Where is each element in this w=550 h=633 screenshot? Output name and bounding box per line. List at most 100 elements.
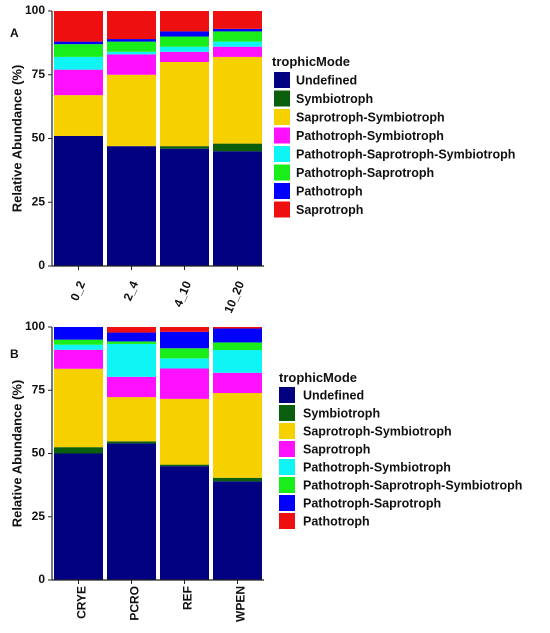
bar-segment-WPEN-pathotroph: [213, 327, 262, 329]
bar-segment-2_4-pathotroph: [107, 39, 156, 42]
legend-swatch-pathotroph-saprotroph: [274, 164, 290, 181]
bar-segment-4_10-pathotroph-symbiotroph: [160, 51, 209, 62]
y-axis-title: Relative Abundance (%): [9, 65, 24, 213]
bar-segment-4_10-saprotroph: [160, 11, 209, 32]
bar-segment-4_10-undefined: [160, 148, 209, 266]
bar-segment-REF-pathotroph-saprotroph: [160, 331, 209, 349]
x-tick-label: 10_20: [221, 279, 247, 315]
y-tick-label: 0: [38, 572, 45, 586]
legend-swatch-saprotroph: [279, 441, 295, 457]
bar-segment-4_10-symbiotroph: [160, 146, 209, 149]
legend-label: Undefined: [303, 388, 364, 402]
bar-segment-WPEN-pathotroph-saprotroph-symbiotroph: [213, 342, 262, 351]
bar-segment-REF-pathotroph-saprotroph-symbiotroph: [160, 348, 209, 359]
bar-segment-PCRO-pathotroph: [107, 327, 156, 333]
bar-segment-4_10-pathotroph-saprotroph: [160, 36, 209, 47]
bar-segment-CRYE-undefined: [54, 453, 103, 580]
bar-segment-REF-symbiotroph: [160, 464, 209, 467]
bar-segment-2_4-pathotroph-saprotroph: [107, 41, 156, 52]
y-tick-label: 0: [38, 258, 45, 272]
legend-label: Pathotroph-Saprotroph-Symbiotroph: [296, 147, 515, 161]
x-tick-label: WPEN: [234, 586, 248, 622]
panel-b: B Relative Abundance (%) CRYE PCRO REF WPEN 0 2…: [9, 319, 522, 622]
legend-swatch-pathotroph-saprotroph-symbiotroph: [274, 146, 290, 162]
y-tick-label: 75: [32, 67, 46, 81]
legend-label: Saprotroph-Symbiotroph: [296, 110, 445, 124]
bar-segment-4_10-pathotroph-saprotroph-symbiotroph: [160, 46, 209, 52]
bar-segment-REF-undefined: [160, 466, 209, 580]
panel-letter: A: [10, 26, 19, 40]
legend-swatch-undefined: [274, 72, 290, 88]
bar-segment-CRYE-pathotroph-saprotroph: [54, 327, 103, 340]
panel-letter: B: [10, 347, 19, 361]
bar-segment-PCRO-saprotroph: [107, 376, 156, 398]
legend-label: Pathotroph: [303, 514, 370, 528]
bar-segment-10_20-pathotroph-saprotroph-symbiotroph: [213, 41, 262, 47]
bar-segment-0_2-pathotroph-saprotroph: [54, 44, 103, 57]
panel-a: A Relative Abundance (%) 0_2 2_4 4_10 10_20 0 2…: [9, 3, 515, 315]
legend-title: trophicMode: [272, 54, 350, 69]
legend-swatch-pathotroph-saprotroph-symbiotroph: [279, 477, 295, 493]
bar-segment-WPEN-undefined: [213, 481, 262, 580]
legend-label: Undefined: [296, 73, 357, 87]
bar-segment-CRYE-symbiotroph: [54, 447, 103, 454]
bar-segment-0_2-saprotroph-symbiotroph: [54, 95, 103, 136]
legend-swatch-undefined: [279, 387, 295, 403]
y-tick-label: 50: [32, 131, 46, 145]
bar-segment-CRYE-saprotroph: [54, 349, 103, 369]
legend-swatch-symbiotroph: [274, 90, 290, 107]
legend-label: Saprotroph: [296, 203, 363, 217]
x-tick-label: CRYE: [75, 586, 89, 619]
y-tick-label: 50: [32, 446, 46, 460]
legend-swatch-symbiotroph: [279, 405, 295, 421]
legend-swatch-saprotroph-symbiotroph: [274, 109, 290, 125]
bar-segment-WPEN-saprotroph-symbiotroph: [213, 393, 262, 478]
x-tick-label: 0_2: [67, 279, 88, 303]
bar-segment-PCRO-symbiotroph: [107, 441, 156, 444]
bar-segment-10_20-saprotroph-symbiotroph: [213, 56, 262, 144]
legend-title: trophicMode: [279, 370, 357, 385]
legend-swatch-pathotroph: [279, 513, 295, 529]
bar-segment-2_4-saprotroph: [107, 11, 156, 40]
bar-segment-2_4-pathotroph-symbiotroph: [107, 54, 156, 75]
bar-segment-REF-pathotroph: [160, 327, 209, 332]
legend-swatch-saprotroph-symbiotroph: [279, 423, 295, 439]
bar-segment-REF-saprotroph: [160, 368, 209, 399]
bar-segment-10_20-saprotroph: [213, 11, 262, 29]
bar-segment-REF-saprotroph-symbiotroph: [160, 398, 209, 465]
y-tick-label: 100: [25, 319, 45, 333]
bar-segment-REF-pathotroph-symbiotroph: [160, 358, 209, 369]
legend-label: Pathotroph-Saprotroph-Symbiotroph: [303, 478, 522, 492]
bar-segment-PCRO-pathotroph-symbiotroph: [107, 343, 156, 377]
bar-segment-0_2-pathotroph: [54, 41, 103, 45]
bar-segment-WPEN-pathotroph-saprotroph: [213, 328, 262, 343]
bar-segment-4_10-saprotroph-symbiotroph: [160, 62, 209, 147]
bar-segment-10_20-undefined: [213, 151, 262, 266]
x-tick-label: 4_10: [171, 279, 194, 309]
legend-label: Pathotroph-Saprotroph: [296, 166, 434, 180]
bar-segment-10_20-symbiotroph: [213, 143, 262, 152]
bar-segment-WPEN-pathotroph-symbiotroph: [213, 350, 262, 373]
legend-label: Pathotroph-Symbiotroph: [296, 129, 444, 143]
bar-segment-WPEN-saprotroph: [213, 372, 262, 394]
legend-label: Pathotroph-Symbiotroph: [303, 460, 451, 474]
bar-segment-0_2-saprotroph: [54, 11, 103, 42]
bar-segment-0_2-pathotroph-symbiotroph: [54, 69, 103, 96]
x-tick-label: PCRO: [128, 586, 142, 621]
bar-segment-PCRO-undefined: [107, 443, 156, 580]
bar-segment-2_4-saprotroph-symbiotroph: [107, 74, 156, 147]
bar-segment-PCRO-pathotroph-saprotroph: [107, 332, 156, 342]
bar-segment-10_20-pathotroph-saprotroph: [213, 31, 262, 42]
bar-segment-CRYE-pathotroph-saprotroph-symbiotroph: [54, 339, 103, 345]
bar-segment-CRYE-pathotroph-symbiotroph: [54, 344, 103, 350]
bar-segment-4_10-pathotroph: [160, 31, 209, 37]
x-tick-label: 2_4: [120, 279, 141, 303]
y-tick-label: 25: [32, 194, 46, 208]
legend-label: Symbiotroph: [296, 92, 373, 106]
legend-label: Saprotroph-Symbiotroph: [303, 424, 452, 438]
legend-label: Saprotroph: [303, 442, 370, 456]
y-axis-title: Relative Abundance (%): [9, 380, 24, 528]
bar-segment-CRYE-saprotroph-symbiotroph: [54, 368, 103, 448]
bar-segment-2_4-undefined: [107, 146, 156, 266]
